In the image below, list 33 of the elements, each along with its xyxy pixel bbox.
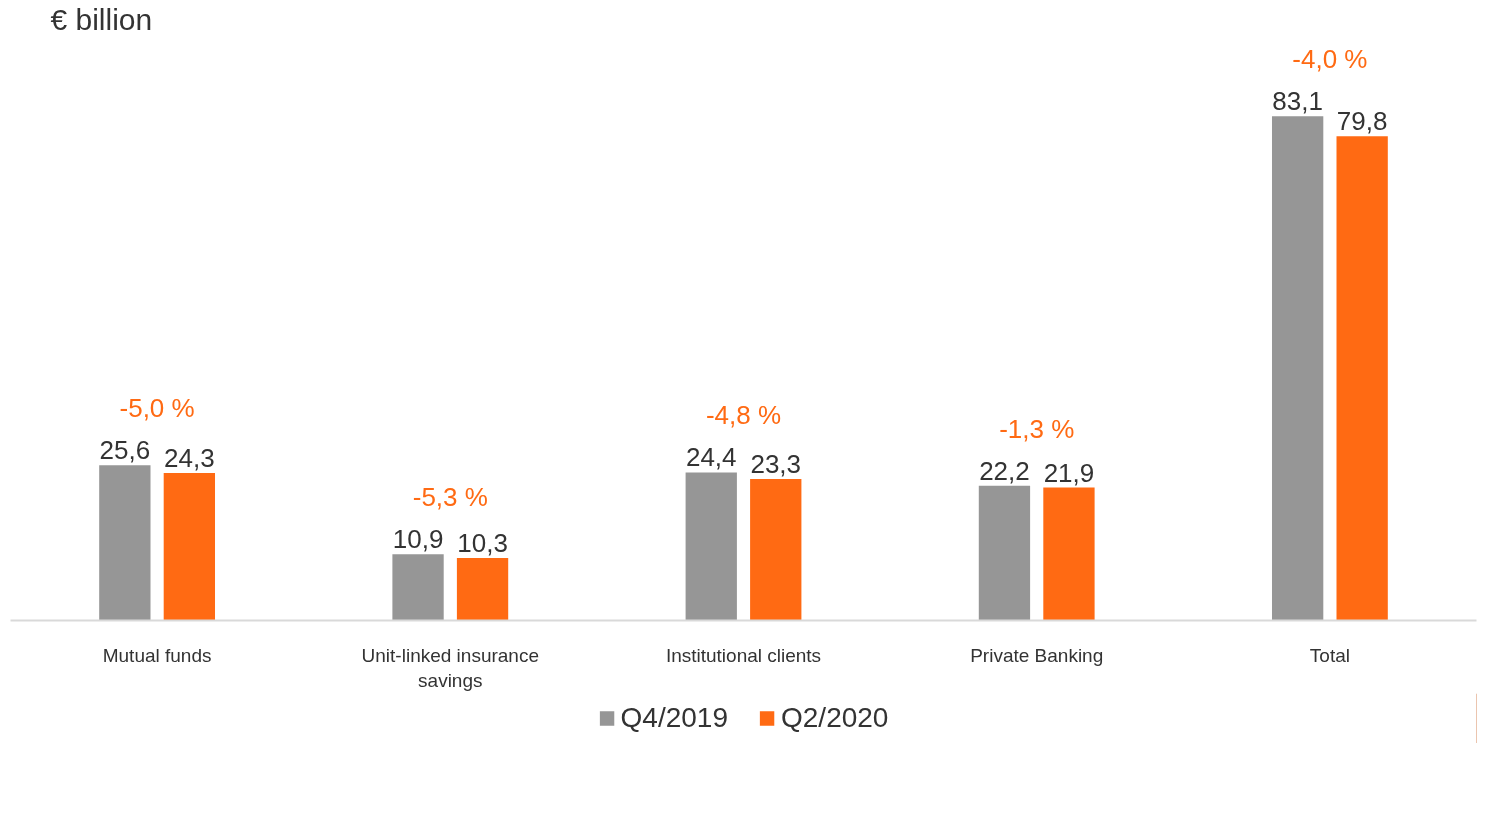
bar [456, 557, 509, 621]
annotation: -4,8 % [705, 400, 782, 431]
bar [1271, 116, 1324, 621]
x-tick-label: Institutional clients [665, 644, 822, 666]
bar [392, 554, 444, 621]
data-label: 79,8 [1336, 106, 1388, 137]
bar [1336, 136, 1388, 621]
legend-label: Q4/2019 [620, 702, 728, 734]
data-label: 10,9 [392, 524, 444, 555]
bar [99, 465, 151, 621]
annotation: -1,3 % [999, 413, 1075, 444]
data-label: 10,3 [457, 527, 508, 558]
data-label: 24,4 [685, 442, 737, 473]
x-tick-label: Private Banking [970, 644, 1104, 666]
data-label: 22,2 [979, 455, 1030, 486]
chart-title: € billion [50, 2, 153, 36]
bar [685, 472, 737, 621]
data-label: 25,6 [99, 435, 151, 466]
bar [163, 473, 216, 621]
data-label: 23,3 [750, 449, 802, 480]
x-tick-label: Unit-linked insurance savings [361, 644, 540, 691]
annotation: -5,3 % [412, 482, 488, 513]
data-label: 24,3 [164, 443, 215, 474]
bar [978, 485, 1031, 621]
text: -4,0 % [1292, 44, 1368, 75]
data-label: 21,9 [1043, 457, 1095, 488]
annotation: -5,0 % [119, 393, 195, 424]
bar [1043, 487, 1095, 621]
x-tick-label: Mutual funds [102, 644, 212, 666]
data-label: 83,1 [1272, 86, 1323, 117]
x-tick-label: Total [1309, 644, 1350, 666]
legend-label: Q2/2020 [781, 702, 889, 734]
bar [750, 479, 802, 621]
